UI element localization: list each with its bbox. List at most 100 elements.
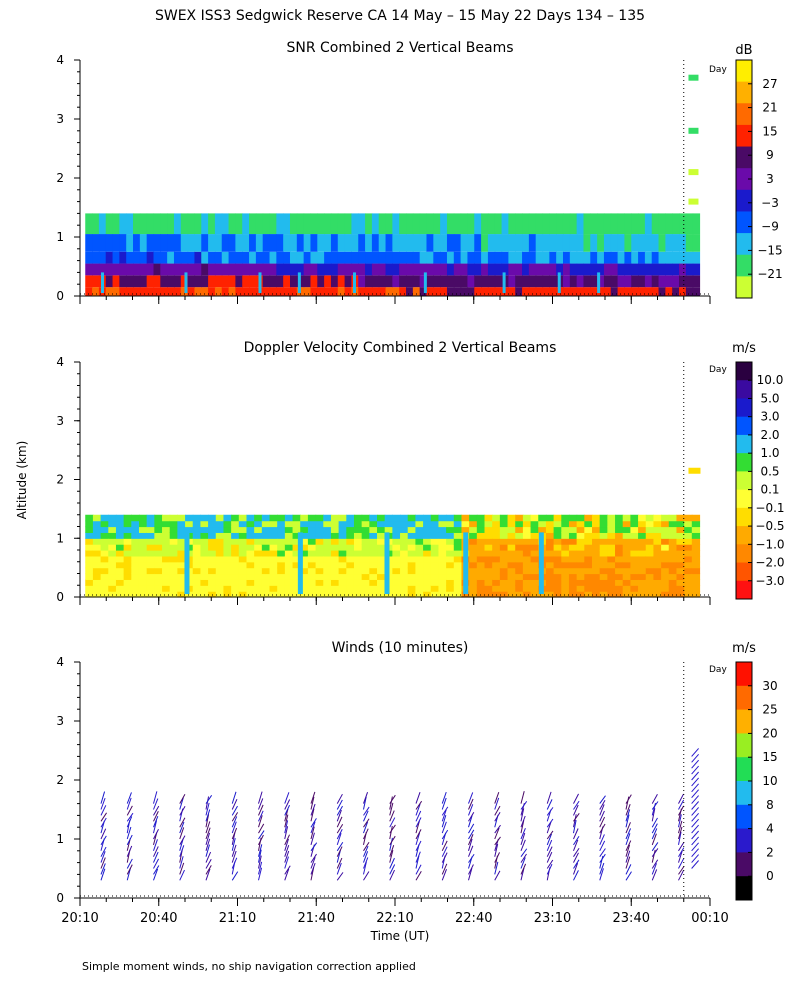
doppler-cell	[284, 526, 294, 533]
doppler-cell	[169, 591, 178, 598]
doppler-cell	[607, 544, 616, 551]
snr-cell	[371, 251, 380, 264]
doppler-cell	[638, 550, 647, 557]
doppler-cell	[100, 555, 109, 563]
doppler-cell	[300, 514, 309, 522]
doppler-cell	[492, 532, 501, 539]
doppler-cell	[615, 573, 624, 580]
doppler-cell	[307, 520, 317, 528]
doppler-cell	[576, 550, 585, 557]
doppler-cell	[146, 514, 155, 522]
wind-barb	[205, 802, 210, 816]
wind-barb	[625, 794, 632, 804]
doppler-cell	[92, 520, 102, 528]
doppler-cell	[492, 567, 501, 575]
snr-cell	[467, 213, 475, 235]
doppler-cell	[423, 520, 432, 528]
snr-cell	[324, 234, 332, 252]
doppler-cell	[277, 538, 286, 545]
doppler-cell	[584, 555, 593, 563]
wind-barb	[389, 810, 395, 822]
doppler-cell	[254, 550, 263, 557]
wind-barb	[389, 869, 395, 881]
snr-cell	[406, 287, 414, 296]
snr-cell	[638, 234, 646, 252]
snr-title: SNR Combined 2 Vertical Beams	[286, 40, 513, 56]
colorbar-tick-label: 5.0	[760, 391, 779, 405]
snr-cell	[685, 234, 694, 252]
doppler-cell	[100, 526, 109, 533]
doppler-cell	[661, 585, 670, 592]
doppler-cell	[208, 585, 217, 592]
doppler-cell	[638, 585, 647, 592]
doppler-cell	[645, 591, 655, 598]
wind-barb	[179, 835, 186, 846]
wind-barb	[415, 851, 421, 863]
doppler-cell	[231, 538, 240, 545]
snr-cell	[406, 263, 414, 276]
doppler-cell	[315, 555, 324, 563]
wind-barb	[126, 864, 133, 875]
wind-barb	[179, 862, 185, 875]
doppler-cell	[522, 538, 532, 545]
wind-barb	[363, 861, 367, 875]
wind-barb	[468, 867, 473, 881]
doppler-cell	[400, 567, 409, 575]
snr-cell	[228, 213, 236, 235]
snr-cell	[406, 251, 414, 264]
snr-cell	[597, 263, 605, 276]
snr-cell	[262, 251, 271, 264]
doppler-cell	[538, 520, 547, 528]
doppler-cell	[85, 526, 94, 533]
snr-cell	[631, 213, 639, 235]
wind-barb	[520, 827, 526, 840]
doppler-cell	[446, 544, 455, 551]
doppler-cell	[261, 573, 271, 580]
doppler-cell	[223, 591, 232, 598]
doppler-cell	[277, 555, 286, 563]
doppler-cell	[530, 526, 539, 533]
doppler-cell	[115, 567, 125, 575]
snr-cell	[85, 213, 93, 235]
doppler-cell	[469, 532, 478, 539]
doppler-cell	[108, 550, 117, 557]
doppler-cell	[645, 520, 655, 528]
doppler-cell	[615, 567, 624, 575]
wind-barb	[520, 808, 525, 822]
wind-barb	[625, 822, 631, 834]
x-tick-label: 21:10	[219, 911, 256, 926]
doppler-cell	[469, 538, 478, 545]
doppler-cell	[154, 573, 163, 580]
doppler-cell	[599, 555, 608, 563]
doppler-cell	[392, 520, 401, 528]
doppler-cell	[568, 567, 578, 575]
snr-cell	[679, 287, 687, 296]
wind-barb	[310, 821, 316, 834]
doppler-cell	[146, 526, 155, 533]
doppler-cell	[246, 544, 255, 551]
snr-cell	[569, 251, 578, 264]
colorbar-swatch	[736, 416, 752, 436]
doppler-cell	[476, 544, 486, 551]
snr-cell	[242, 275, 250, 288]
doppler-cell	[430, 514, 440, 522]
doppler-cell	[184, 532, 190, 595]
snr-cell	[522, 234, 530, 252]
doppler-cell	[407, 591, 417, 598]
doppler-cell	[307, 567, 317, 575]
doppler-cell	[154, 538, 163, 545]
doppler-cell	[284, 591, 294, 598]
wind-barb	[126, 816, 133, 828]
colorbar-tick-label: 10.0	[757, 373, 784, 387]
doppler-cell	[277, 526, 286, 533]
doppler-cell	[453, 585, 463, 592]
wind-barb	[179, 821, 185, 834]
doppler-cell	[277, 579, 286, 586]
doppler-cell	[553, 550, 562, 557]
doppler-cell	[384, 520, 393, 528]
snr-cell	[167, 213, 175, 235]
doppler-cell	[453, 561, 463, 569]
doppler-cell	[162, 520, 171, 528]
snr-cell	[453, 234, 462, 252]
doppler-cell	[146, 538, 155, 545]
